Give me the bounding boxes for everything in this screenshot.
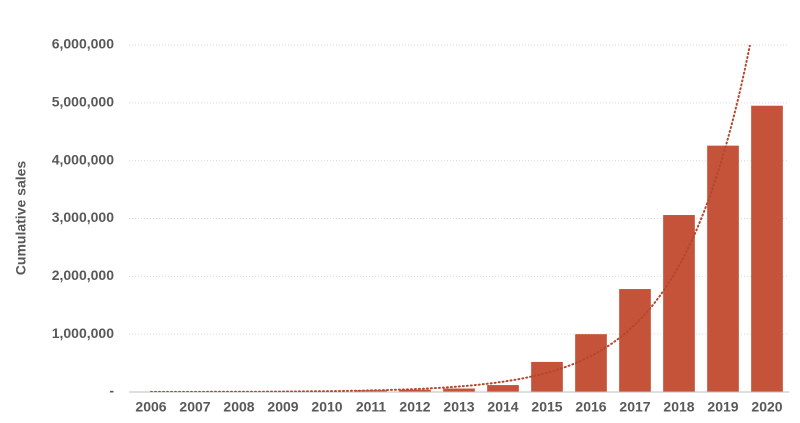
bar: [619, 289, 651, 392]
y-tick-label: 5,000,000: [52, 94, 114, 110]
bar: [531, 361, 563, 392]
x-tick-label: 2008: [223, 399, 254, 415]
x-tick-label: 2006: [135, 399, 166, 415]
x-tick-label: 2009: [267, 399, 298, 415]
bar: [663, 215, 695, 392]
y-tick-label: 1,000,000: [52, 325, 114, 341]
x-tick-label: 2013: [443, 399, 474, 415]
x-tick-label: 2019: [707, 399, 738, 415]
bar: [443, 388, 475, 392]
x-tick-label: 2017: [619, 399, 650, 415]
bar: [707, 145, 739, 392]
bar: [399, 389, 431, 392]
trendline: [150, 45, 751, 392]
bar: [575, 334, 607, 392]
y-tick-label: 2,000,000: [52, 267, 114, 283]
x-tick-label: 2016: [575, 399, 606, 415]
y-tick-label: 4,000,000: [52, 151, 114, 167]
x-tick-label: 2007: [179, 399, 210, 415]
x-tick-label: 2014: [487, 399, 518, 415]
x-tick-label: 2015: [531, 399, 562, 415]
x-tick-label: 2010: [311, 399, 342, 415]
x-tick-label: 2011: [356, 399, 387, 415]
y-tick-label: 3,000,000: [52, 209, 114, 225]
x-tick-label: 2018: [663, 399, 694, 415]
y-axis-label: Cumulative sales: [13, 161, 29, 276]
bar: [487, 385, 519, 392]
bar: [751, 105, 783, 392]
x-tick-label: 2020: [751, 399, 782, 415]
x-tick-label: 2012: [399, 399, 430, 415]
y-tick-label: 6,000,000: [52, 36, 114, 52]
y-tick-label: -: [109, 383, 114, 399]
